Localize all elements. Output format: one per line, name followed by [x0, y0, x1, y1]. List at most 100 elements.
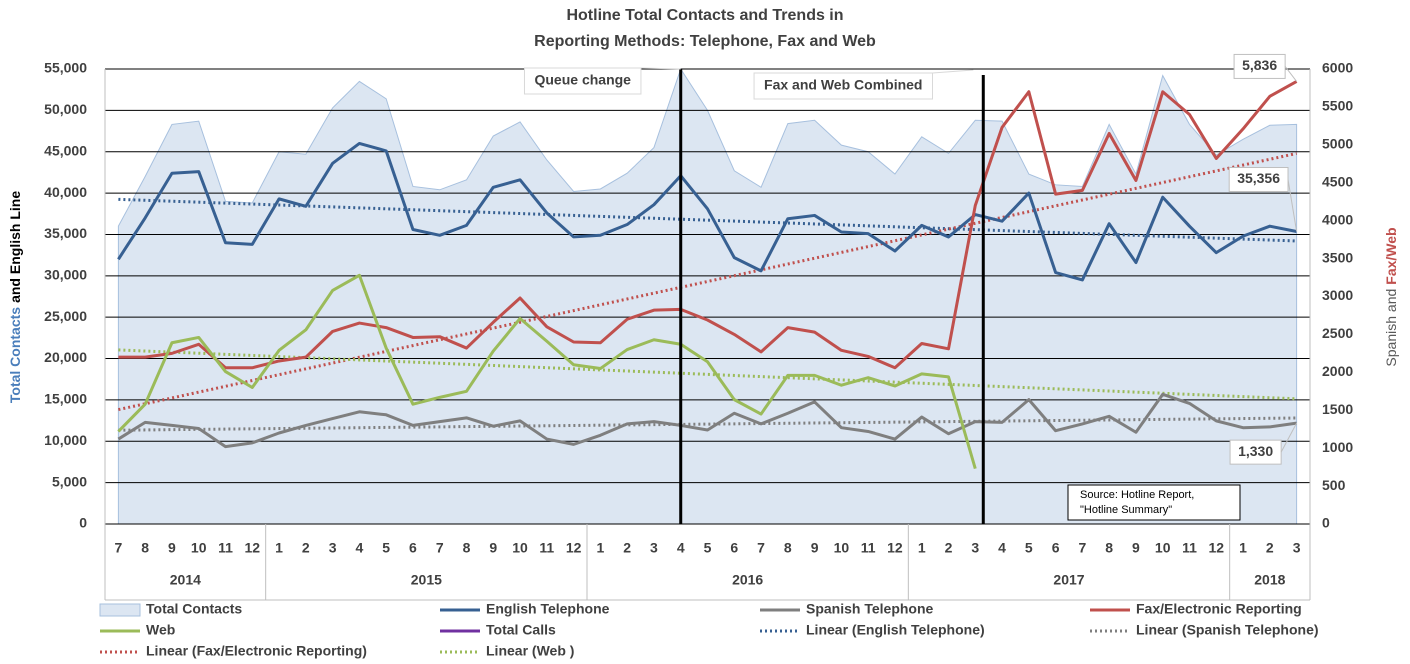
data-label-box	[1229, 439, 1282, 465]
x-tick-label: 1	[275, 540, 283, 556]
x-tick-label: 9	[811, 540, 819, 556]
data-label-leader	[1280, 422, 1298, 453]
legend-label: Web	[146, 622, 175, 638]
legend-label: Linear (Spanish Telephone)	[1136, 622, 1319, 638]
y2-tick-label: 4000	[1322, 211, 1353, 227]
y-tick-label: 20,000	[44, 349, 87, 365]
y-axis-title: Total Contacts and English Line	[7, 191, 23, 403]
y2-tick-label: 2500	[1322, 325, 1353, 341]
x-tick-label: 11	[861, 540, 876, 556]
legend-label: Fax/Electronic Reporting	[1136, 601, 1302, 617]
x-tick-label: 3	[1293, 540, 1301, 556]
y2-tick-label: 3500	[1322, 249, 1353, 265]
annotation-leader	[932, 69, 974, 74]
x-tick-label: 9	[489, 540, 497, 556]
x-tick-label: 8	[463, 540, 471, 556]
chart-title: Reporting Methods: Telephone, Fax and We…	[534, 33, 876, 50]
x-tick-label: 12	[566, 540, 582, 556]
line	[117, 273, 977, 470]
trendline	[118, 197, 1297, 243]
line	[118, 80, 1298, 370]
legend-label: Total Calls	[486, 622, 556, 638]
annotation-box	[753, 72, 933, 100]
chart-title: Hotline Total Contacts and Trends in	[566, 7, 843, 24]
x-tick-label: 7	[757, 540, 765, 556]
x-tick-label: 3	[650, 540, 658, 556]
legend-label: Linear (English Telephone)	[806, 622, 985, 638]
trendline	[118, 348, 1297, 401]
x-tick-label: 1	[918, 540, 926, 556]
annotation-leader	[640, 67, 681, 70]
x-tick-label: 2	[1266, 540, 1274, 556]
data-label: 5,836	[1242, 57, 1277, 73]
x-tick-label: 1	[596, 540, 604, 556]
data-label-leader	[1284, 66, 1298, 82]
y2-axis-title: Spanish and Fax/Web	[1383, 227, 1399, 366]
x-tick-label: 11	[1182, 540, 1197, 556]
source-text: Source: Hotline Report,	[1080, 489, 1194, 501]
y-tick-label: 10,000	[44, 432, 87, 448]
x-tick-label: 10	[834, 540, 850, 556]
y2-tick-label: 4500	[1322, 173, 1353, 189]
y2-tick-label: 0	[1322, 515, 1330, 531]
y2-axis-title-part: Spanish and	[1383, 289, 1399, 367]
x-tick-label: 10	[191, 540, 207, 556]
x-tick-label: 10	[512, 540, 528, 556]
x-tick-label: 7	[436, 540, 444, 556]
annotation-label: Queue change	[534, 72, 631, 88]
legend-label: Spanish Telephone	[806, 601, 934, 617]
legend-label: Linear (Web )	[486, 643, 574, 659]
y2-tick-label: 1500	[1322, 401, 1353, 417]
y-tick-label: 55,000	[44, 60, 87, 76]
data-label-box	[1233, 53, 1286, 79]
x-tick-label: 5	[704, 540, 712, 556]
x-tick-label: 12	[887, 540, 903, 556]
x-tick-label: 8	[1105, 540, 1113, 556]
x-tick-label: 7	[114, 540, 122, 556]
y-tick-label: 0	[79, 515, 87, 531]
x-tick-label: 11	[539, 540, 554, 556]
x-tick-label: 2	[623, 540, 631, 556]
x-tick-label: 6	[730, 540, 738, 556]
annotation-label: Fax and Web Combined	[764, 77, 922, 93]
source-box	[1067, 484, 1241, 521]
y-tick-label: 15,000	[44, 391, 87, 407]
year-label: 2016	[732, 572, 763, 588]
y2-tick-label: 5500	[1322, 98, 1353, 114]
y-tick-label: 25,000	[44, 308, 87, 324]
y2-tick-label: 5000	[1322, 136, 1353, 152]
trendline	[118, 151, 1297, 412]
x-tick-label: 5	[382, 540, 390, 556]
y-tick-label: 45,000	[44, 142, 87, 158]
year-label: 2014	[170, 572, 201, 588]
x-tick-label: 3	[329, 540, 337, 556]
x-tick-label: 1	[1239, 540, 1247, 556]
area	[117, 67, 1298, 525]
y-tick-label: 35,000	[44, 225, 87, 241]
y-tick-label: 5,000	[52, 473, 87, 489]
y-tick-label: 40,000	[44, 184, 87, 200]
y2-tick-label: 3000	[1322, 287, 1353, 303]
line	[117, 392, 1297, 449]
x-tick-label: 9	[1132, 540, 1140, 556]
x-tick-label: 12	[244, 540, 260, 556]
x-tick-label: 4	[355, 540, 363, 556]
x-tick-label: 10	[1155, 540, 1171, 556]
legend-swatch	[99, 603, 141, 617]
x-tick-label: 6	[1052, 540, 1060, 556]
x-tick-label: 11	[218, 540, 233, 556]
line	[117, 141, 1297, 282]
y2-tick-label: 500	[1322, 477, 1346, 493]
x-tick-label: 2	[302, 540, 310, 556]
data-label-leader	[1287, 179, 1298, 232]
x-tick-label: 8	[141, 540, 149, 556]
legend-label: English Telephone	[486, 601, 610, 617]
y-tick-label: 30,000	[44, 267, 87, 283]
y-tick-label: 50,000	[44, 101, 87, 117]
x-tick-label: 8	[784, 540, 792, 556]
x-tick-label: 3	[971, 540, 979, 556]
x-tick-label: 2	[945, 540, 953, 556]
annotation-box	[523, 67, 642, 95]
legend-label: Total Contacts	[146, 601, 242, 617]
